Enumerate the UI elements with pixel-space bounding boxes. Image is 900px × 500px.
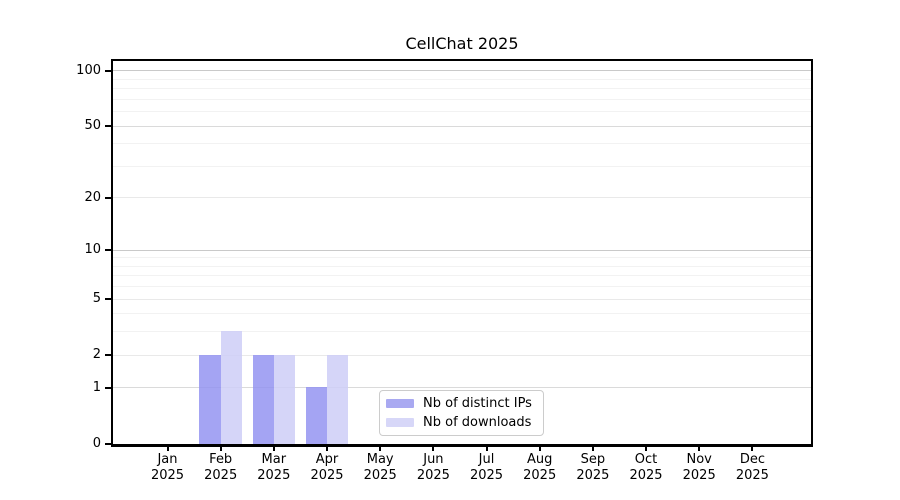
gridline-y-10 [113, 249, 811, 251]
y-tick-100 [105, 69, 112, 72]
y-tick-label-0: 0 [92, 436, 101, 451]
gridline-y-6 [113, 286, 811, 288]
y-tick-label-20: 20 [84, 189, 101, 205]
y-tick-label-5: 5 [92, 291, 101, 307]
legend-entry-downloads: Nb of downloads [386, 415, 535, 431]
x-tick-feb-2025 [219, 445, 222, 451]
x-tick-label-apr-2025: Apr 2025 [310, 452, 344, 483]
bar-nb-of-distinct-ips-apr-2025 [305, 387, 327, 444]
y-tick-label-2: 2 [92, 347, 101, 363]
bar-nb-of-downloads-feb-2025 [220, 331, 242, 444]
x-tick-label-oct-2025: Oct 2025 [629, 452, 663, 483]
y-tick-label-50: 50 [84, 118, 101, 134]
gridline-y-60 [113, 111, 811, 113]
bar-nb-of-downloads-mar-2025 [273, 354, 296, 444]
x-tick-label-may-2025: May 2025 [363, 452, 397, 483]
y-tick-2 [105, 354, 112, 357]
gridline-y-100 [113, 70, 811, 72]
gridline-y-7 [113, 275, 811, 277]
gridline-y-80 [113, 88, 811, 90]
gridline-y-20 [113, 197, 811, 199]
x-tick-mar-2025 [272, 445, 275, 451]
x-tick-oct-2025 [645, 445, 647, 451]
x-tick-label-jul-2025: Jul 2025 [469, 452, 504, 483]
legend-swatch-distinct-ips [386, 399, 414, 408]
bar-nb-of-downloads-apr-2025 [327, 354, 349, 444]
x-tick-label-nov-2025: Nov 2025 [682, 452, 716, 483]
x-tick-label-feb-2025: Feb 2025 [204, 452, 238, 483]
x-tick-apr-2025 [326, 445, 328, 451]
x-tick-sep-2025 [591, 445, 594, 451]
gridline-y-8 [113, 265, 811, 267]
y-tick-50 [105, 125, 112, 128]
chart-title: CellChat 2025 [405, 34, 519, 53]
x-tick-label-dec-2025: Dec 2025 [735, 452, 769, 483]
gridline-y-3 [113, 331, 811, 333]
x-tick-jan-2025 [166, 445, 169, 451]
x-tick-aug-2025 [538, 445, 541, 451]
gridline-y-50 [113, 125, 811, 127]
y-tick-5 [105, 298, 112, 301]
bar-nb-of-distinct-ips-mar-2025 [252, 354, 274, 444]
legend-swatch-downloads [386, 418, 414, 427]
x-tick-may-2025 [379, 445, 382, 451]
gridline-y-2 [113, 354, 811, 356]
y-tick-label-100: 100 [76, 62, 101, 78]
bar-nb-of-distinct-ips-feb-2025 [199, 354, 221, 444]
x-tick-label-aug-2025: Aug 2025 [523, 452, 557, 483]
gridline-y-30 [113, 165, 811, 167]
legend-label-distinct-ips: Nb of distinct IPs [423, 395, 532, 411]
gridline-y-9 [113, 257, 811, 259]
y-tick-0 [105, 443, 112, 445]
gridline-y-90 [113, 78, 811, 80]
x-tick-label-mar-2025: Mar 2025 [257, 452, 291, 483]
x-tick-jun-2025 [432, 445, 435, 451]
y-tick-1 [105, 386, 112, 389]
legend-entry-distinct-ips: Nb of distinct IPs [386, 396, 535, 412]
legend: Nb of distinct IPs Nb of downloads [379, 390, 544, 436]
x-tick-jul-2025 [485, 445, 488, 451]
plot-area [111, 59, 813, 447]
y-tick-label-1: 1 [92, 379, 101, 395]
x-tick-nov-2025 [698, 445, 701, 451]
gridline-y-70 [113, 98, 811, 100]
gridline-y-40 [113, 143, 811, 145]
gridline-y-4 [113, 313, 811, 315]
x-tick-label-jun-2025: Jun 2025 [416, 452, 450, 483]
y-tick-10 [105, 249, 112, 252]
x-tick-label-jan-2025: Jan 2025 [150, 452, 185, 483]
gridline-y-5 [113, 298, 811, 300]
legend-label-downloads: Nb of downloads [423, 414, 532, 430]
y-tick-label-10: 10 [84, 242, 101, 258]
x-tick-dec-2025 [751, 445, 754, 451]
x-tick-label-sep-2025: Sep 2025 [576, 452, 610, 483]
gridline-y-1 [113, 387, 811, 389]
y-tick-20 [105, 196, 112, 199]
